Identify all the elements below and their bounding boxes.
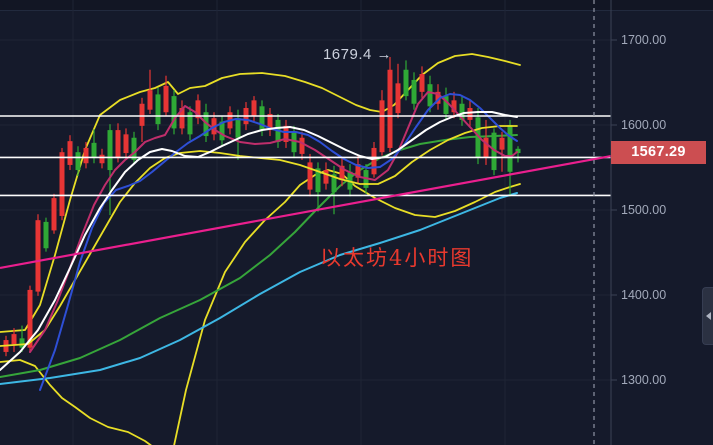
watermark-caption[interactable]: 以太坊4小时图 bbox=[320, 246, 474, 270]
boll-lower-band[interactable] bbox=[0, 169, 521, 445]
chevron-left-icon bbox=[706, 312, 711, 320]
axis-collapse-handle[interactable] bbox=[702, 287, 713, 345]
ma-blue-mid[interactable] bbox=[39, 93, 518, 391]
grid bbox=[0, 0, 611, 445]
last-price-tag: 1567.29 bbox=[611, 141, 706, 165]
boll-upper-band[interactable] bbox=[0, 53, 521, 333]
high-price-annotation[interactable]: 1679.4 → bbox=[322, 46, 392, 63]
trend-line[interactable] bbox=[0, 154, 612, 270]
candles[interactable] bbox=[3, 57, 521, 357]
ma-cyan-slowest[interactable] bbox=[0, 192, 518, 385]
ma-crimson-fast[interactable] bbox=[29, 91, 518, 353]
pane-top-border bbox=[0, 0, 713, 11]
ma-white[interactable] bbox=[0, 111, 518, 371]
